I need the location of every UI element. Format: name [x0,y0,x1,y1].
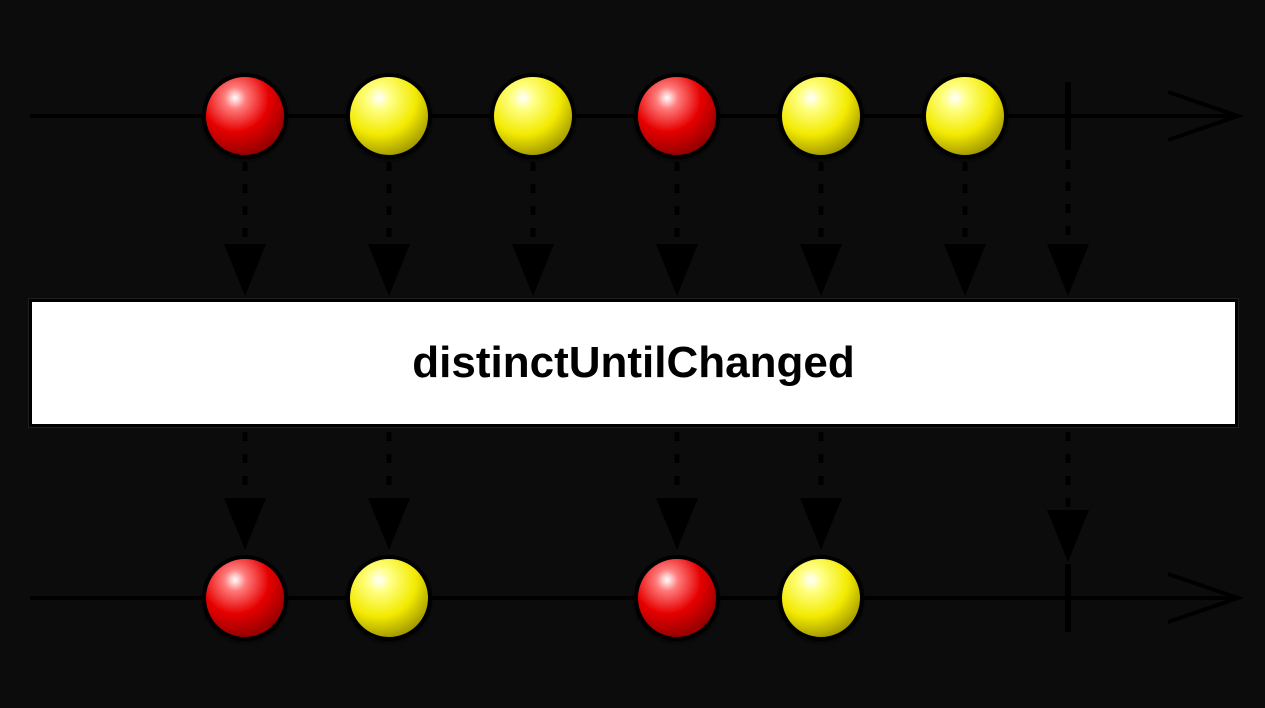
output-arrow-4 [800,432,842,550]
input-timeline-arrowhead [1167,90,1245,142]
operator-label: distinctUntilChanged [412,338,855,387]
input-marble-1-red [202,73,288,159]
input-arrow-3 [512,162,554,296]
input-arrow-1 [224,162,266,296]
input-marble-6-yellow [922,73,1008,159]
input-arrow-6 [944,162,986,296]
output-arrow-3 [656,432,698,550]
output-marbles [202,555,864,641]
output-arrow-1 [224,432,266,550]
input-arrow-2 [368,162,410,296]
input-marble-3-yellow [490,73,576,159]
input-arrow-5 [800,162,842,296]
output-completion-arrow [1047,432,1089,562]
input-marble-2-yellow [346,73,432,159]
input-arrow-4 [656,162,698,296]
input-marble-4-red [634,73,720,159]
output-marble-2-yellow [346,555,432,641]
input-marble-5-yellow [778,73,864,159]
output-marble-4-yellow [778,555,864,641]
input-marbles [202,73,1008,159]
operator-box: distinctUntilChanged [29,299,1238,427]
input-arrows [224,160,1089,296]
output-arrows [224,432,1089,562]
input-completion-arrow [1047,160,1089,296]
output-marble-3-red [634,555,720,641]
output-arrow-2 [368,432,410,550]
output-marble-1-red [202,555,288,641]
output-timeline-arrowhead [1167,572,1245,624]
